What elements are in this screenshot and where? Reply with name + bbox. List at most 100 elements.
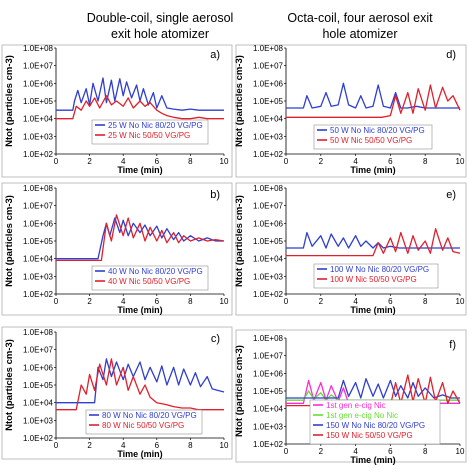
panel-b-y-tick-label: 1.0E+08 [23,184,54,193]
panel-d-x-tick-label: 8 [423,157,428,166]
panel-b-y-tick-label: 1.0E+05 [23,237,54,246]
panel-b-legend-label-2: 40 W Nic 50/50 VG/PG [108,277,190,286]
left-column-title-line-1: Double-coil, single aerosol [87,11,234,25]
panel-f-legend-label-4: 150 W Nic 50/50 VG/PG [326,431,413,440]
panel-e-x-tick-label: 0 [284,297,289,306]
right-column-title-line-2: hole atomizer [322,27,397,41]
panel-b-x-tick-label: 2 [87,297,92,306]
panel-d-y-tick-label: 1.0E+02 [253,150,284,159]
panel-e-x-axis-label: Time (min) [350,305,395,315]
panel-a-legend-label-1: 25 W No Nic 80/20 VG/PG [108,121,203,130]
panel-b-frame [1,182,233,316]
panel-e-x-tick-label: 6 [388,297,393,306]
panel-e-x-tick-label: 2 [319,297,324,306]
panel-b-y-tick-label: 1.0E+04 [23,255,54,264]
panel-d: 1.0E+02 1.0E+03 1.0E+04 1.0E+05 1.0E+06 1.0E+… [234,44,467,178]
panel-d-y-tick-label: 1.0E+08 [253,44,284,53]
panel-f-legend-label-2: 1st gen e-cig No Nic [326,411,398,420]
panel-b-x-tick-label: 0 [54,297,59,306]
panel-e-y-tick-label: 1.0E+02 [253,290,284,299]
panel-d-x-tick-label: 4 [353,157,358,166]
panel-b-y-tick-label: 1.0E+03 [23,272,54,281]
panel-b: 1.0E+02 1.0E+03 1.0E+04 1.0E+05 1.0E+06 1.0E+… [1,182,233,316]
panel-e-legend-label-1: 100 W No Nic 80/20 VG/PG [330,265,429,274]
panel-d-x-tick-label: 2 [319,157,324,166]
panel-d-legend [313,124,433,150]
panel-a-series-2-line [56,95,224,120]
panel-b-y-axis-label: Ntot (particles cm-3) [4,195,15,287]
panel-d-y-tick-label: 1.0E+04 [253,115,284,124]
panel-f-letter: f) [449,339,456,351]
panel-e-y-axis-label: Ntot (particles cm-3) [234,195,245,287]
panel-a-x-tick-label: 8 [188,157,193,166]
panel-e-legend-label-2: 100 W Nic 50/50 VG/PG [330,275,417,284]
panel-e-x-tick-label: 8 [423,297,428,306]
panel-c-y-tick-label: 1.0E+03 [23,416,54,425]
panel-e-y-tick-label: 1.0E+03 [253,272,284,281]
panel-e-y-tick-label: 1.0E+08 [253,184,284,193]
panel-e-y-tick-label: 1.0E+04 [253,255,284,264]
panel-b-y-tick-label: 1.0E+02 [23,290,54,299]
panel-b-x-tick-label: 10 [220,297,229,306]
panel-f-x-tick-label: 6 [388,447,393,456]
panel-e-y-tick-label: 1.0E+06 [253,219,284,228]
panel-a-legend [91,119,209,145]
panel-f-y-tick-label: 1.0E+04 [253,405,284,414]
panel-d-legend-label-1: 50 W No Nic 80/20 VG/PG [330,126,425,135]
panel-b-letter: b) [210,189,220,201]
panel-c-series-2-line [56,358,224,411]
panel-c-y-tick-label: 1.0E+07 [23,346,54,355]
panel-a-letter: a) [210,49,220,61]
panel-f-frame [235,329,467,463]
panel-e-legend [313,263,439,289]
panel-f-y-tick-label: 1.0E+03 [253,422,284,431]
panel-d-y-tick-label: 1.0E+06 [253,79,284,88]
panel-e-series-2-line [286,228,461,257]
panel-c-x-tick-label: 10 [220,441,229,450]
panel-b-y-tick-label: 1.0E+07 [23,202,54,211]
panel-a-y-tick-label: 1.0E+08 [23,44,54,53]
panel-a: 1.0E+02 1.0E+03 1.0E+04 1.0E+05 1.0E+06 1.0E+… [1,44,233,178]
panel-c: 1.0E+02 1.0E+03 1.0E+04 1.0E+05 1.0E+06 1.0E+… [1,326,233,460]
panel-d-frame [235,44,467,178]
panel-f-series-3-line [286,378,460,399]
panel-c-x-axis-label: Time (min) [117,449,162,459]
panel-f-y-tick-label: 1.0E+07 [253,352,284,361]
panel-f-x-tick-label: 2 [319,447,324,456]
panel-a-x-tick-label: 6 [155,157,160,166]
panel-a-y-axis-label: Ntot (particles cm-3) [4,55,15,147]
panel-e-letter: e) [446,189,456,201]
panel-f-x-tick-label: 10 [456,447,465,456]
panel-b-x-tick-label: 6 [155,297,160,306]
panel-c-x-tick-label: 8 [188,441,193,450]
panel-a-y-tick-label: 1.0E+07 [23,62,54,71]
panel-c-frame [1,326,233,460]
panel-d-x-axis-label: Time (min) [350,165,395,175]
panel-e-frame [235,182,467,316]
panel-f-x-axis-label: Time (min) [350,455,395,465]
panel-c-y-axis-label: Ntot (particles cm-3) [4,339,15,431]
panel-b-legend-label-1: 40 W No Nic 80/20 VG/PG [108,267,203,276]
panel-c-x-tick-label: 6 [155,441,160,450]
panel-d-legend-label-2: 50 W Nic 50/50 VG/PG [330,136,412,145]
panel-d-y-tick-label: 1.0E+03 [253,132,284,141]
panel-b-y-tick-label: 1.0E+06 [23,219,54,228]
panel-f: 1.0E+02 1.0E+03 1.0E+04 1.0E+05 1.0E+06 1.0E+… [234,329,467,465]
panel-d-series-1-line [286,82,460,109]
panel-e: 1.0E+02 1.0E+03 1.0E+04 1.0E+05 1.0E+06 1.0E+… [234,182,467,316]
right-column-title-line-1: Octa-coil, four aerosol exit [287,11,433,25]
panel-d-y-tick-label: 1.0E+05 [253,97,284,106]
panel-a-x-axis-label: Time (min) [117,165,162,175]
panel-b-x-tick-label: 8 [188,297,193,306]
panel-c-legend [85,409,203,435]
panel-d-x-tick-label: 10 [456,157,465,166]
panel-a-x-tick-label: 2 [87,157,92,166]
panel-a-x-tick-label: 0 [54,157,59,166]
panel-f-legend-label-3: 150 W No Nic 80/20 VG/PG [326,421,425,430]
panel-f-y-axis-label: Ntot (particles cm-3) [234,345,245,437]
panel-f-legend-label-1: 1st gen e-cig Nic [326,401,386,410]
panel-c-x-tick-label: 4 [121,441,126,450]
panel-c-x-tick-label: 0 [54,441,59,450]
panel-c-series-1-line [56,358,225,404]
